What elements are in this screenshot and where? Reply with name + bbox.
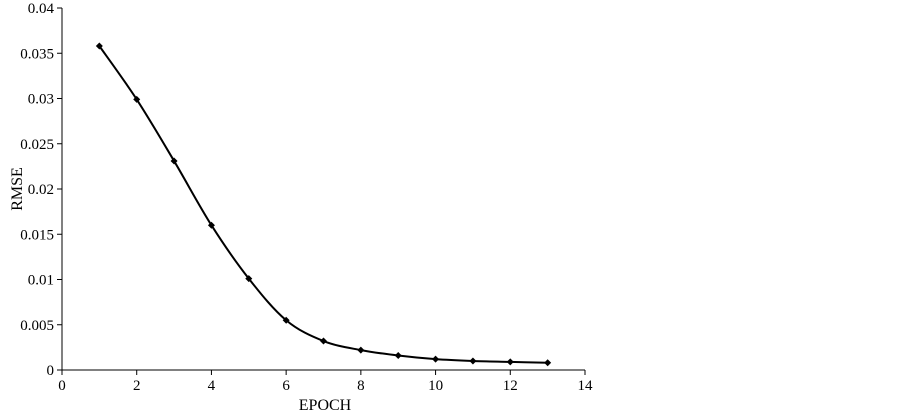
y-tick-label: 0.015: [20, 227, 54, 243]
y-tick-label: 0.03: [28, 92, 54, 108]
y-ticks: 0 0.005 0.01 0.015 0.02 0.025 0.03 0.035 0.04: [20, 1, 62, 379]
data-point-marker: [245, 275, 253, 283]
data-point-marker: [282, 316, 290, 324]
y-tick-label: 0.02: [28, 182, 54, 198]
data-point-marker: [170, 157, 178, 165]
y-tick-label: 0.025: [20, 137, 54, 153]
y-tick-label: 0: [47, 363, 55, 379]
y-tick-label: 0.04: [28, 1, 55, 17]
data-point-marker: [95, 42, 103, 50]
data-point-marker: [432, 355, 440, 363]
x-tick-label: 14: [578, 378, 594, 394]
x-tick-label: 2: [133, 378, 141, 394]
data-point-marker: [469, 357, 477, 365]
x-tick-label: 0: [58, 378, 66, 394]
data-point-marker: [133, 95, 141, 103]
x-axis-title: EPOCH: [299, 397, 352, 414]
x-tick-label: 8: [357, 378, 365, 394]
x-tick-label: 6: [282, 378, 290, 394]
data-point-marker: [394, 352, 402, 360]
series-line: [98, 45, 548, 364]
y-tick-label: 0.005: [20, 318, 54, 334]
x-ticks: 0 2 4 6 8 10 12 14: [58, 370, 593, 394]
data-point-marker: [320, 337, 327, 345]
data-point-marker: [207, 221, 215, 229]
x-tick-label: 10: [428, 378, 443, 394]
x-tick-label: 12: [503, 378, 518, 394]
y-tick-label: 0.035: [20, 46, 54, 62]
x-tick-label: 4: [208, 378, 216, 394]
data-point-marker: [506, 358, 514, 366]
y-axis-title: RMSE: [9, 167, 26, 211]
y-tick-label: 0.01: [28, 273, 54, 289]
series-group: [95, 42, 552, 367]
data-point-marker: [544, 359, 552, 367]
data-point-marker: [357, 346, 365, 354]
